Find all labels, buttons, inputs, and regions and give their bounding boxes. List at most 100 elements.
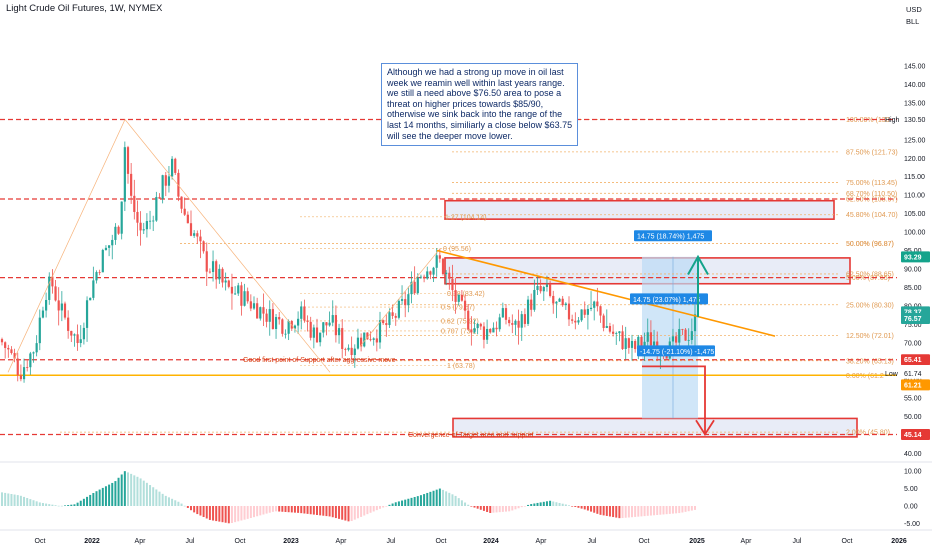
- candle-body-135: [426, 271, 429, 279]
- osc-bar-134: [423, 494, 426, 506]
- inner-fib-label-4: 0.62 (75.92): [441, 318, 479, 325]
- osc-bar-169: [533, 503, 536, 506]
- osc-bar-198: [624, 506, 627, 518]
- time-tick-13: 2025: [689, 538, 705, 545]
- candle-body-147: [463, 300, 467, 311]
- osc-bar-171: [539, 502, 542, 506]
- candle-body-220: [693, 314, 697, 332]
- candle-body-138: [435, 255, 438, 268]
- candle-body-34: [108, 245, 111, 248]
- candle-body-110: [347, 347, 350, 350]
- osc-bar-4: [13, 494, 16, 506]
- osc-bar-66: [208, 506, 211, 520]
- osc-bar-41: [130, 473, 133, 506]
- candle-body-169: [533, 289, 536, 310]
- osc-bar-79: [249, 506, 252, 519]
- osc-bar-124: [391, 503, 394, 506]
- osc-bar-69: [218, 506, 221, 522]
- candle-body-45: [142, 229, 145, 231]
- osc-bar-208: [656, 506, 659, 515]
- osc-bar-49: [155, 489, 158, 506]
- guide-line-left: [7, 119, 126, 373]
- osc-bar-15: [48, 504, 51, 506]
- candle-body-201: [634, 340, 637, 350]
- fib-label-9: 5.00% (87.65): [846, 275, 890, 282]
- osc-bar-193: [608, 506, 611, 517]
- candle-body-15: [48, 276, 51, 300]
- osc-bar-137: [432, 490, 435, 506]
- osc-bar-114: [360, 506, 363, 517]
- osc-bar-155: [489, 506, 492, 513]
- osc-bar-22: [70, 504, 73, 506]
- osc-bar-17: [54, 505, 57, 506]
- annotation-note[interactable]: Although we had a strong up move in oil …: [381, 63, 578, 147]
- candle-body-81: [256, 303, 259, 319]
- osc-bar-126: [397, 501, 400, 506]
- osc-bar-132: [416, 496, 419, 506]
- osc-bar-54: [171, 498, 174, 506]
- time-tick-7: Jul: [387, 538, 396, 545]
- time-tick-12: Oct: [639, 538, 650, 545]
- osc-bar-176: [555, 502, 558, 506]
- candle-body-213: [671, 336, 675, 342]
- osc-bar-168: [530, 504, 533, 506]
- candle-body-46: [145, 221, 148, 230]
- osc-bar-11: [35, 501, 38, 506]
- candle-body-26: [82, 327, 85, 340]
- candle-body-99: [312, 327, 315, 338]
- candle-body-84: [265, 313, 268, 322]
- candle-body-205: [646, 332, 649, 342]
- osc-bar-138: [435, 489, 438, 506]
- candle-body-151: [476, 323, 479, 329]
- candle-body-142: [448, 272, 451, 279]
- candle-body-166: [523, 314, 526, 324]
- osc-bar-113: [356, 506, 359, 519]
- candle-body-134: [423, 276, 426, 279]
- candle-body-211: [665, 354, 668, 359]
- candle-body-14: [45, 299, 48, 311]
- osc-bar-96: [303, 506, 306, 514]
- measure-label-0: 14.75 (18.74%) 1,475: [637, 234, 704, 241]
- candle-body-73: [230, 286, 234, 294]
- candle-body-97: [306, 320, 309, 322]
- price-tag-value-4: 65.41: [904, 357, 922, 364]
- candle-body-197: [621, 331, 624, 350]
- candle-body-141: [445, 272, 448, 275]
- osc-bar-97: [306, 506, 309, 514]
- osc-bar-67: [212, 506, 215, 521]
- osc-bar-20: [64, 505, 66, 507]
- osc-bar-61: [193, 506, 196, 513]
- candle-body-50: [158, 196, 161, 199]
- price-tick-15: 70.00: [904, 340, 922, 347]
- osc-bar-144: [454, 495, 457, 506]
- osc-bar-3: [10, 494, 13, 506]
- osc-bar-57: [180, 503, 183, 506]
- osc-bar-197: [621, 506, 624, 519]
- currency-label: USD BLL: [906, 5, 926, 27]
- candle-body-119: [375, 338, 378, 343]
- candle-body-123: [388, 312, 391, 326]
- price-tag-bg-4: [901, 354, 930, 366]
- osc-bar-76: [240, 506, 243, 521]
- osc-bar-5: [16, 495, 19, 506]
- candle-body-18: [57, 300, 60, 311]
- candle-body-124: [391, 312, 394, 316]
- fib-label-11: 12.50% (72.01): [846, 333, 894, 340]
- candle-body-170: [536, 285, 539, 290]
- candle-body-39: [123, 147, 126, 202]
- candle-body-216: [681, 329, 684, 330]
- osc-bar-72: [227, 506, 230, 524]
- candle-body-41: [130, 173, 133, 196]
- osc-bar-115: [363, 506, 366, 516]
- candle-body-31: [98, 272, 101, 273]
- candle-body-8: [26, 367, 29, 368]
- osc-bar-107: [338, 506, 341, 519]
- candle-body-23: [73, 334, 76, 336]
- osc-bar-89: [281, 506, 284, 512]
- osc-bar-63: [199, 506, 202, 516]
- osc-bar-215: [678, 506, 681, 514]
- candle-body-3: [10, 349, 13, 354]
- candle-body-188: [593, 301, 596, 308]
- candle-body-187: [589, 307, 593, 310]
- osc-bar-8: [26, 498, 29, 506]
